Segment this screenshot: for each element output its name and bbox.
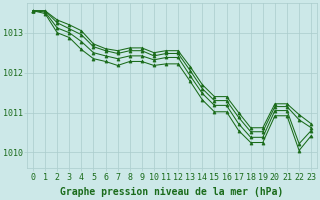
X-axis label: Graphe pression niveau de la mer (hPa): Graphe pression niveau de la mer (hPa) [60, 187, 284, 197]
